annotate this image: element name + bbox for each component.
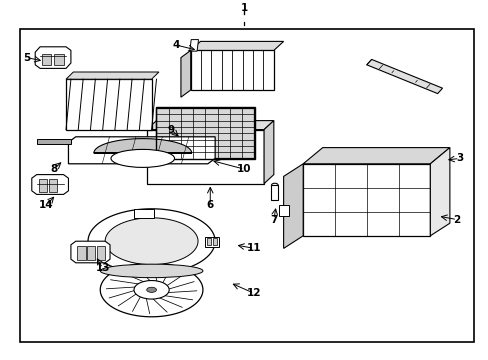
Polygon shape (146, 130, 264, 184)
Ellipse shape (111, 149, 174, 167)
Polygon shape (429, 148, 449, 236)
Polygon shape (100, 263, 203, 317)
Polygon shape (264, 121, 273, 184)
Bar (20, 29, 473, 342)
Bar (205, 237, 219, 247)
Polygon shape (66, 79, 151, 130)
Polygon shape (71, 241, 110, 263)
Bar (212, 238, 216, 245)
Text: 2: 2 (453, 215, 460, 225)
Bar (134, 209, 154, 218)
Bar (49, 179, 57, 192)
Polygon shape (88, 209, 215, 274)
Polygon shape (156, 108, 254, 158)
Text: 14: 14 (39, 200, 54, 210)
Polygon shape (94, 139, 191, 153)
Polygon shape (105, 218, 198, 265)
Polygon shape (190, 41, 283, 50)
Text: 5: 5 (23, 53, 30, 63)
Polygon shape (283, 164, 303, 248)
Text: 10: 10 (237, 164, 251, 174)
Polygon shape (66, 72, 159, 79)
Bar (207, 238, 211, 245)
Bar (271, 185, 278, 200)
Text: 4: 4 (172, 40, 180, 50)
Text: 1: 1 (241, 3, 247, 13)
Polygon shape (181, 50, 190, 97)
Polygon shape (366, 59, 442, 94)
Ellipse shape (134, 280, 169, 299)
Bar (87, 246, 95, 260)
Bar (97, 246, 105, 260)
Ellipse shape (100, 264, 203, 278)
Text: 9: 9 (167, 125, 174, 135)
Polygon shape (32, 175, 68, 194)
Polygon shape (146, 121, 273, 130)
Polygon shape (278, 205, 288, 216)
Polygon shape (37, 139, 71, 144)
Text: 7: 7 (269, 215, 277, 225)
Bar (155, 107, 255, 159)
Text: 6: 6 (206, 200, 213, 210)
Text: 12: 12 (246, 288, 261, 298)
Text: 13: 13 (95, 263, 110, 273)
Text: 11: 11 (246, 243, 261, 253)
Text: 3: 3 (455, 153, 462, 163)
Bar (54, 54, 63, 65)
Ellipse shape (146, 287, 156, 292)
Polygon shape (35, 47, 71, 68)
Text: 8: 8 (50, 164, 57, 174)
Polygon shape (303, 164, 429, 236)
Bar (77, 246, 85, 260)
Bar (39, 179, 47, 192)
Polygon shape (68, 137, 215, 164)
Polygon shape (303, 148, 449, 164)
Polygon shape (189, 40, 198, 51)
Polygon shape (190, 50, 273, 90)
Bar (41, 54, 51, 65)
